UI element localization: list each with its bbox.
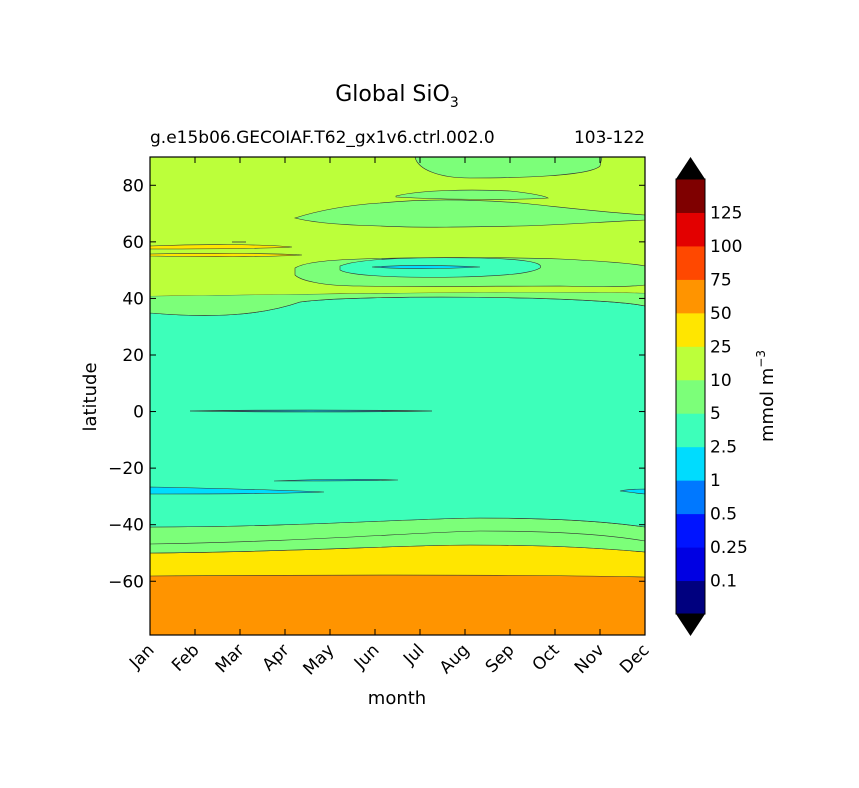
x-axis-label: month	[368, 688, 426, 709]
band-10-25-south-streak	[150, 530, 645, 545]
x-tick-label: Oct	[529, 640, 564, 675]
colorbar-tick-label: 1	[710, 471, 721, 491]
y-axis: −60 −40 −20 0 20 40 60 80	[108, 176, 645, 592]
colorbar-tick-label: 75	[710, 270, 732, 290]
y-tick-label: −60	[108, 572, 144, 592]
colorbar-tick-label: 50	[710, 304, 732, 324]
colorbar-segment	[676, 245, 705, 280]
x-tick-label: Jan	[125, 640, 158, 673]
x-tick-label: Nov	[571, 640, 609, 678]
colorbar-extend-over	[676, 157, 705, 179]
x-tick-label: Mar	[212, 640, 249, 677]
colorbar-label-main: mmol m	[757, 368, 778, 442]
colorbar-segment	[676, 513, 705, 548]
chart-title: Global SiO3	[335, 82, 459, 111]
contour-25-patch2	[150, 253, 303, 257]
contour-equator-line	[189, 409, 433, 413]
x-tick-label: Jul	[399, 640, 428, 669]
contour-1-north-sliver	[371, 265, 481, 269]
colorbar: 0.1 0.25 0.5 1 2.5 5 10 25 50 75 100 125	[675, 157, 748, 636]
y-tick-label: 20	[122, 346, 144, 366]
colorbar-frame	[675, 178, 706, 615]
colorbar-tick-label: 25	[710, 337, 732, 357]
colorbar-segment	[676, 379, 705, 414]
y-tick-label: −40	[108, 516, 144, 536]
plot-area	[150, 157, 645, 635]
contour-1-south-2	[273, 479, 399, 482]
x-tick-label: Sep	[482, 640, 519, 677]
x-tick-label: Aug	[436, 640, 474, 678]
x-tick-label: Feb	[168, 640, 203, 675]
contour-10-north-top2	[395, 189, 549, 200]
colorbar-label-superscript: −3	[754, 350, 768, 368]
colorbar-segment	[676, 580, 705, 615]
contour-1-south-1	[150, 486, 325, 495]
colorbar-segment	[676, 312, 705, 347]
contour-10-north-mid	[293, 199, 645, 228]
colorbar-tick-label: 0.25	[710, 538, 748, 558]
contour-25-patch	[150, 244, 293, 250]
y-tick-label: 40	[122, 289, 144, 309]
x-tick-label: Jun	[350, 640, 384, 674]
colorbar-segment	[676, 179, 705, 213]
colorbar-tick-label: 0.5	[710, 505, 737, 525]
colorbar-segment	[676, 480, 705, 515]
colorbar-extend-under	[676, 614, 705, 636]
colorbar-segment	[676, 346, 705, 381]
chart-title-subscript: 3	[450, 95, 459, 111]
colorbar-tick-label: 10	[710, 371, 732, 391]
colorbar-label: mmol m−3	[754, 350, 778, 442]
x-tick-label: Apr	[259, 640, 294, 675]
x-tick-label: Dec	[616, 640, 653, 677]
chart-subtitle-right: 103-122	[574, 128, 645, 148]
colorbar-tick-label: 125	[710, 203, 742, 223]
colorbar-segment	[676, 446, 705, 481]
y-tick-label: −20	[108, 459, 144, 479]
plot-frame	[149, 156, 646, 636]
colorbar-tick-label: 0.1	[710, 572, 737, 592]
y-tick-label: 0	[133, 403, 144, 423]
colorbar-tick-label: 100	[710, 237, 742, 257]
contour-1-south-3	[619, 488, 645, 495]
y-tick-label: 60	[122, 233, 144, 253]
colorbar-segment	[676, 279, 705, 314]
x-tick-label: May	[300, 640, 339, 679]
colorbar-tick-label: 2.5	[710, 438, 737, 458]
colorbar-segment	[676, 413, 705, 448]
chart-title-main: Global SiO	[335, 82, 450, 107]
chart-subtitle-left: g.e15b06.GECOIAF.T62_gx1v6.ctrl.002.0	[150, 128, 495, 148]
colorbar-segment	[676, 212, 705, 247]
colorbar-segment	[676, 547, 705, 582]
y-tick-label: 80	[122, 176, 144, 196]
band-50-75	[150, 574, 645, 635]
band-5-10-north	[150, 291, 645, 316]
colorbar-tick-label: 5	[710, 404, 721, 424]
y-axis-label: latitude	[80, 362, 101, 431]
